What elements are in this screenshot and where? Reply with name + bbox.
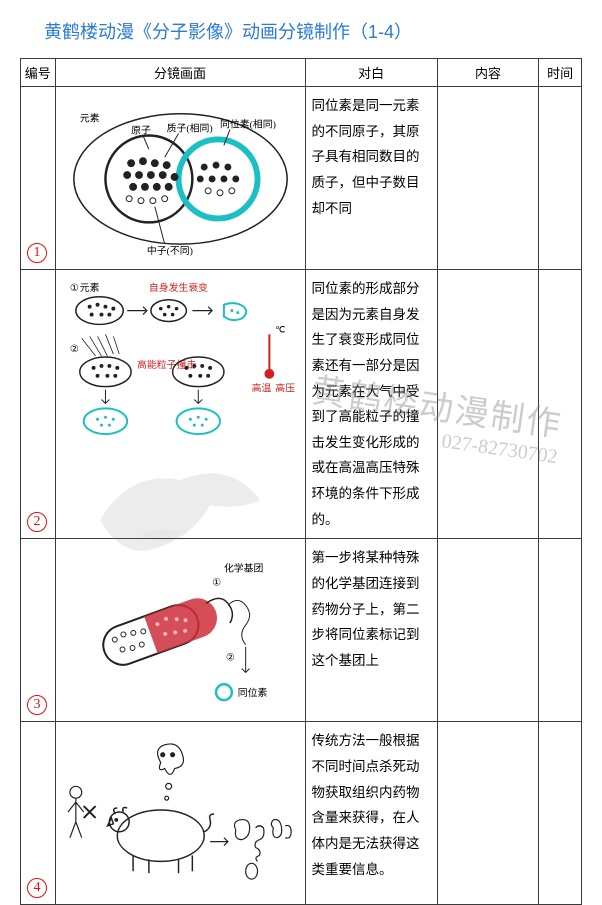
label-isotope: 同位素(相同) [220, 118, 276, 131]
cell-frame: ① 元素 自身发生衰变 ② [55, 270, 305, 539]
cell-time [539, 87, 582, 270]
table-row: 1 [21, 87, 582, 270]
cell-time [539, 270, 582, 539]
row-number-icon: 4 [27, 875, 47, 898]
header-time: 时间 [539, 59, 582, 87]
svg-text:②: ② [69, 344, 78, 355]
cell-num: 2 [21, 270, 56, 539]
cell-num: 1 [21, 87, 56, 270]
cell-content [437, 722, 539, 905]
page-title: 黄鹤楼动漫《分子影像》动画分镜制作（1-4） [44, 18, 582, 44]
svg-text:高温: 高温 [251, 382, 271, 395]
label-element: 元素 [79, 112, 99, 125]
storyboard-table: 编号 分镜画面 对白 内容 时间 1 [20, 58, 582, 905]
cell-dialog: 同位素是同一元素的不同原子，其原子具有相同数目的质子，但中子数目却不同 [305, 87, 437, 270]
cell-content [437, 87, 539, 270]
label-proton: 质子(相同) [166, 122, 212, 135]
row-number-icon: 3 [27, 692, 47, 715]
cell-frame: ① 化学基团 ② 同位素 [55, 539, 305, 722]
label-atom: 原子 [131, 125, 151, 137]
row-number-icon: 2 [27, 509, 47, 532]
cell-content [437, 539, 539, 722]
svg-text:℃: ℃ [275, 324, 285, 334]
table-row: 4 [21, 722, 582, 905]
frame2-diagram: ① 元素 自身发生衰变 ② [62, 276, 299, 442]
cell-frame: 元素 原子 质子(相同) 同位素(相同) 中子(不同) [55, 87, 305, 270]
dialog-text: 第一步将某种特殊的化学基团连接到药物分子上，第二步将同位素标记到这个基团上 [312, 545, 431, 673]
table-row: 2 ① 元素 自身发生衰变 ② [21, 270, 582, 539]
header-frame: 分镜画面 [55, 59, 305, 87]
frame4-diagram [62, 728, 299, 894]
svg-text:自身发生衰变: 自身发生衰变 [148, 281, 207, 294]
cell-time [539, 722, 582, 905]
row-number-icon: 1 [27, 240, 47, 263]
header-content: 内容 [437, 59, 539, 87]
frame1-diagram: 元素 原子 质子(相同) 同位素(相同) 中子(不同) [62, 93, 299, 259]
frame3-diagram: ① 化学基团 ② 同位素 [62, 545, 299, 711]
cell-content [437, 270, 539, 539]
svg-text:同位素: 同位素 [237, 687, 267, 700]
header-num: 编号 [21, 59, 56, 87]
svg-text:元素: 元素 [79, 281, 99, 294]
header-dialog: 对白 [305, 59, 437, 87]
svg-text:①: ① [69, 283, 78, 294]
svg-text:化学基团: 化学基团 [223, 562, 263, 575]
cell-num: 4 [21, 722, 56, 905]
cell-num: 3 [21, 539, 56, 722]
table-row: 3 [21, 539, 582, 722]
svg-text:①: ① [212, 578, 221, 589]
dialog-text: 传统方法一般根据不同时间点杀死动物获取组织内药物含量来获得，在人体内是无法获得这… [312, 728, 431, 882]
svg-text:高压: 高压 [275, 382, 295, 395]
cell-time [539, 539, 582, 722]
cell-frame [55, 722, 305, 905]
label-neutron: 中子(不同) [146, 244, 192, 257]
cell-dialog: 同位素的形成部分是因为元素自身发生了衰变形成同位素还有一部分是因为元素在大气中受… [305, 270, 437, 539]
dialog-text: 同位素的形成部分是因为元素自身发生了衰变形成同位素还有一部分是因为元素在大气中受… [312, 276, 431, 532]
cell-dialog: 第一步将某种特殊的化学基团连接到药物分子上，第二步将同位素标记到这个基团上 [305, 539, 437, 722]
dialog-text: 同位素是同一元素的不同原子，其原子具有相同数目的质子，但中子数目却不同 [312, 93, 431, 221]
cell-dialog: 传统方法一般根据不同时间点杀死动物获取组织内药物含量来获得，在人体内是无法获得这… [305, 722, 437, 905]
svg-text:②: ② [225, 653, 234, 664]
